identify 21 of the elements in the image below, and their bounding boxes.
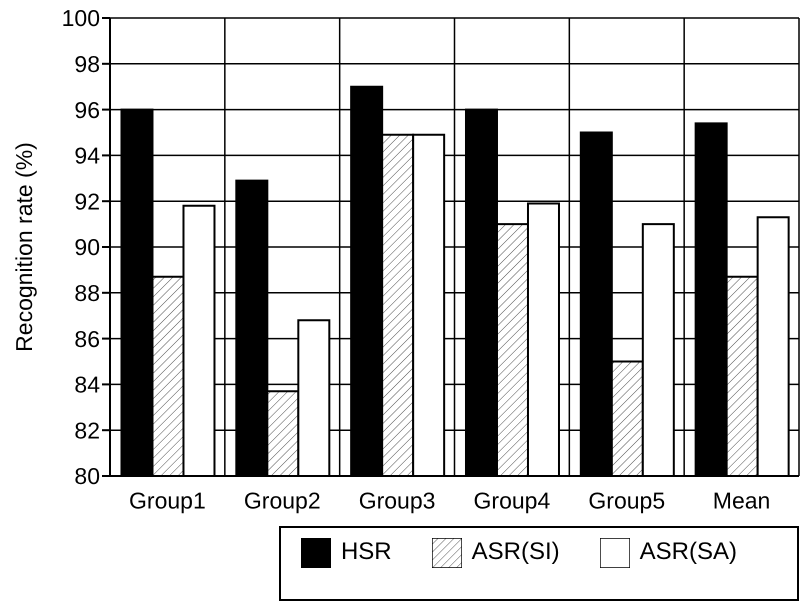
legend-label: HSR [340,538,392,566]
y-tick-label: 100 [62,5,100,32]
y-tick-label: 98 [74,50,100,77]
y-tick-label: 80 [74,463,100,490]
y-tick-label: 86 [74,326,100,352]
y-tick-label: 90 [74,234,100,260]
legend-label: ASR(SA) [640,538,737,566]
legend-label: ASR(SI) [472,538,560,566]
x-tick-label: Mean [712,487,770,514]
y-tick-label: 94 [74,142,100,169]
x-tick-label: Group5 [588,487,666,514]
y-tick-label: 84 [74,372,100,398]
x-tick-label: Group4 [474,487,550,514]
y-tick-label: 96 [74,96,100,123]
y-axis-title: Recognition rate (%) [11,142,38,352]
y-tick-label: 82 [74,417,100,444]
x-tick-label: Group1 [129,487,206,514]
y-tick-label: 88 [74,280,100,306]
x-tick-label: Group2 [244,487,321,514]
y-tick-label: 92 [74,188,100,214]
x-tick-label: Group3 [358,487,436,514]
